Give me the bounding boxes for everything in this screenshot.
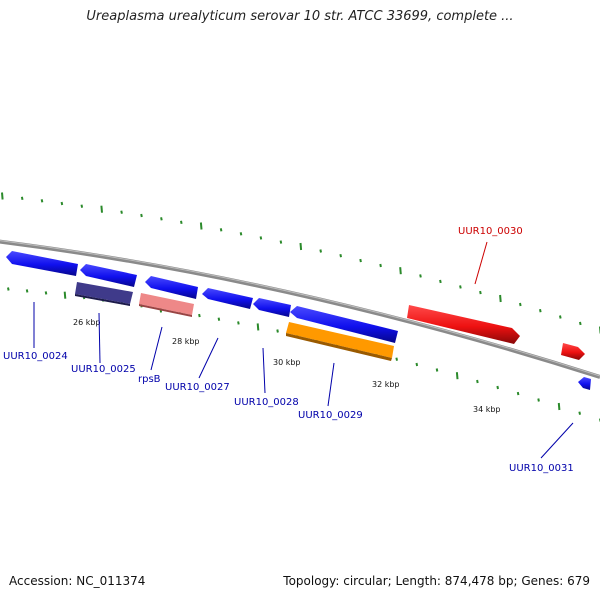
gene-label-uur10-0028[interactable]: UUR10_0028 <box>234 397 299 408</box>
minor-tick <box>339 254 342 258</box>
minor-tick <box>217 317 221 321</box>
minor-tick <box>479 290 482 295</box>
gene-label-uur10-0029[interactable]: UUR10_0029 <box>298 410 363 421</box>
gene-label-rpsb[interactable]: rpsB <box>138 374 161 385</box>
gene-uur10-0031[interactable] <box>578 377 591 390</box>
outer-tick-row <box>1 192 600 334</box>
major-tick <box>557 402 561 411</box>
genome-backbone-highlight <box>0 240 600 377</box>
major-tick <box>256 323 260 331</box>
minor-tick <box>537 398 540 402</box>
minor-tick <box>578 411 581 415</box>
major-tick <box>399 267 402 275</box>
minor-tick <box>120 210 123 214</box>
gene-uur10-0029[interactable] <box>286 322 394 361</box>
minor-tick <box>319 249 322 253</box>
gene-red-small[interactable] <box>561 343 585 360</box>
gene-uur10-0024[interactable] <box>6 251 78 276</box>
minor-tick <box>60 201 64 206</box>
gene-label-uur10-0030[interactable]: UUR10_0030 <box>458 226 523 237</box>
minor-tick <box>516 391 520 396</box>
gene-label-uur10-0025[interactable]: UUR10_0025 <box>71 364 136 375</box>
gene-forward-a[interactable] <box>145 276 198 299</box>
minor-tick <box>435 368 439 372</box>
minor-tick <box>239 232 243 236</box>
major-tick <box>499 294 502 303</box>
minor-tick <box>579 321 582 326</box>
map-title: Ureaplasma urealyticum serovar 10 str. A… <box>86 9 514 24</box>
gene-label-uur10-0027[interactable]: UUR10_0027 <box>165 382 230 393</box>
minor-tick <box>519 302 522 307</box>
major-tick <box>455 372 459 380</box>
gene-uur10-0025[interactable] <box>75 282 133 306</box>
minor-tick <box>7 287 10 291</box>
minor-tick <box>559 315 562 319</box>
minor-tick <box>379 263 382 268</box>
inner-tick-row <box>7 287 600 422</box>
minor-tick <box>539 309 542 313</box>
major-tick <box>100 205 103 213</box>
label-leader-red <box>474 241 488 285</box>
scale-label: 32 kbp <box>372 380 400 389</box>
minor-tick <box>476 379 479 384</box>
major-tick <box>299 242 303 251</box>
scale-label: 34 kbp <box>473 405 501 414</box>
gene-uur10-0027[interactable] <box>202 288 253 309</box>
minor-tick <box>25 289 29 293</box>
minor-tick <box>259 236 263 240</box>
minor-tick <box>140 213 143 218</box>
minor-tick <box>44 291 48 295</box>
genome-backbone <box>0 239 600 379</box>
minor-tick <box>237 321 240 325</box>
scale-label: 30 kbp <box>273 358 301 367</box>
major-tick <box>199 222 203 230</box>
major-tick <box>63 291 67 299</box>
minor-tick <box>276 329 279 333</box>
gene-forward-b[interactable] <box>290 306 398 343</box>
minor-tick <box>219 228 223 232</box>
minor-tick <box>439 279 442 284</box>
major-tick <box>1 192 4 200</box>
minor-tick <box>20 196 24 200</box>
gene-uur10-0028[interactable] <box>253 298 291 317</box>
minor-tick <box>395 357 398 361</box>
label-leaders <box>33 302 574 459</box>
minor-tick <box>180 220 183 224</box>
gene-label-uur10-0031[interactable]: UUR10_0031 <box>509 463 574 474</box>
minor-tick <box>459 285 462 289</box>
minor-tick <box>40 199 44 203</box>
minor-tick <box>419 274 422 278</box>
minor-tick <box>160 217 163 221</box>
minor-tick <box>415 362 419 367</box>
accession-text: Accession: NC_011374 <box>9 574 146 588</box>
genome-summary-text: Topology: circular; Length: 874,478 bp; … <box>283 574 590 588</box>
gene-uur10-0026-forward[interactable] <box>80 264 137 287</box>
minor-tick <box>198 313 201 318</box>
minor-tick <box>359 258 362 263</box>
scale-label: 28 kbp <box>172 337 200 346</box>
gene-uur10-0030[interactable] <box>407 305 520 344</box>
scale-label: 26 kbp <box>73 318 101 327</box>
minor-tick <box>496 385 499 390</box>
minor-tick <box>279 240 283 244</box>
minor-tick <box>80 204 84 208</box>
gene-rpsb[interactable] <box>139 293 194 317</box>
gene-label-uur10-0024[interactable]: UUR10_0024 <box>3 351 68 362</box>
